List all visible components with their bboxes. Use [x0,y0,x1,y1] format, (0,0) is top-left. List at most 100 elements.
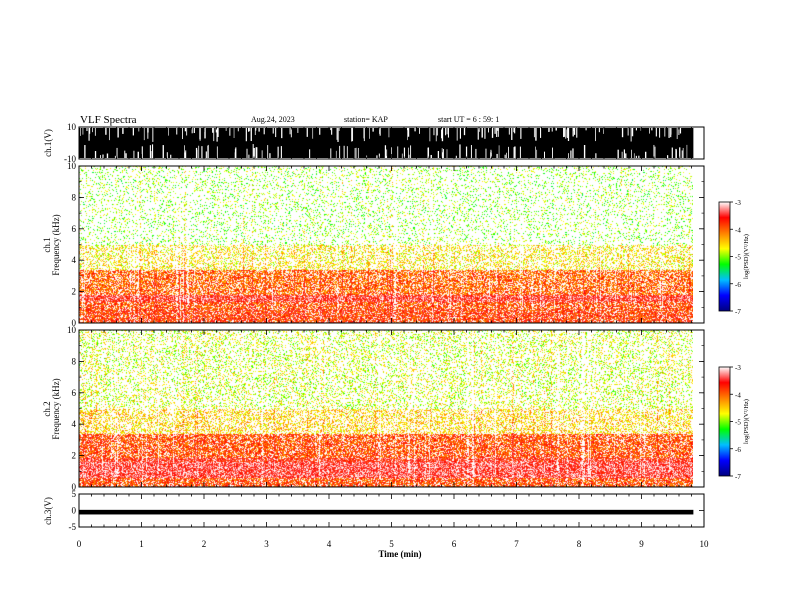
waveform-gap [213,128,215,142]
waveform-gap [408,147,409,158]
waveform-gap [407,128,409,131]
waveform-gap [668,128,670,138]
ch1-waveform-ylabel: ch.1(V) [43,129,53,157]
waveform-gap [255,128,257,131]
waveform-gap [447,128,449,138]
ch1-waveform-envelope [79,128,694,158]
colorbar-tick-label: -3 [735,199,741,207]
waveform-gap [442,149,444,158]
waveform-gap [519,146,521,158]
waveform-gap [427,147,430,158]
waveform-gap [237,128,239,132]
waveform-gap [94,151,97,158]
waveform-gap [290,128,292,138]
waveform-gap [623,149,626,158]
waveform-gap [105,128,107,135]
waveform-gap [682,147,684,158]
waveform-gap [520,128,522,139]
waveform-gap [245,128,247,142]
x-tick-label: 9 [639,539,644,549]
waveform-gap [533,128,535,138]
waveform-gap [100,155,101,158]
waveform-gap [408,154,410,158]
ch2-spectrogram-ylabel-line2: Frequency (kHz) [51,378,61,439]
colorbar-tick-label: -7 [735,308,741,316]
x-axis-label: Time (min) [378,549,421,559]
ch1-waveform-gaps [80,128,688,158]
waveform-gap [491,128,494,138]
waveform-gap [631,128,634,137]
waveform-gap [369,128,370,139]
waveform-gap [555,128,557,131]
waveform-gap [114,155,116,158]
waveform-gap [184,152,186,158]
waveform-gap [659,128,661,138]
waveform-gap [430,154,432,158]
waveform-gap [548,128,549,132]
waveform-gap [275,128,277,138]
waveform-gap [117,128,119,138]
waveform-gap [419,128,420,134]
waveform-gap [225,128,227,131]
x-tick-label: 2 [202,539,207,549]
waveform-gap [630,128,632,142]
waveform-gap [433,128,435,136]
waveform-gap [506,152,507,158]
waveform-gap [216,146,218,158]
waveform-gap [625,153,627,158]
waveform-gap [184,145,185,158]
waveform-gap [456,128,458,141]
waveform-gap [631,149,632,158]
waveform-gap [319,128,321,135]
waveform-gap [535,146,536,158]
waveform-gap [407,128,410,137]
waveform-gap [567,128,570,141]
waveform-gap [435,128,437,142]
waveform-gap [671,147,673,158]
waveform-gap [229,128,231,136]
waveform-gap [678,128,680,135]
waveform-gap [401,153,403,158]
start-time-label: start UT = 6 : 59: 1 [438,115,499,124]
waveform-gap [640,128,642,131]
waveform-gap [92,128,93,133]
x-tick-label: 4 [327,539,332,549]
waveform-gap [185,150,187,158]
colorbar-tick-label: -5 [735,254,741,262]
waveform-gap [152,128,154,142]
waveform-gap [666,155,669,158]
waveform-gap [485,148,487,158]
waveform-gap [122,128,124,134]
waveform-gap [89,128,91,134]
waveform-gap [379,128,381,134]
waveform-gap [679,147,681,158]
waveform-gap [354,148,356,158]
waveform-gap [352,128,354,142]
waveform-gap [182,128,183,140]
x-tick-label: 10 [700,539,710,549]
waveform-gap [336,128,338,140]
waveform-gap [603,128,604,134]
waveform-gap [151,144,154,158]
waveform-gap [80,128,81,136]
waveform-gap [445,128,447,136]
waveform-gap [289,128,291,135]
waveform-gap [621,151,623,158]
waveform-gap [143,128,145,141]
waveform-gap [343,145,345,158]
waveform-gap [150,151,152,158]
waveform-gap [397,146,399,158]
waveform-gap [479,128,481,132]
waveform-gap [508,128,510,135]
ch1-spectrogram-ylabel-line2: Frequency (kHz) [51,214,61,275]
waveform-gap [280,146,282,158]
waveform-gap [437,150,440,158]
waveform-gap [201,146,203,158]
waveform-gap [595,128,596,142]
x-axis-tick-labels: 0 1 2 3 4 5 6 7 8 9 10 [77,539,709,549]
y-tick-label: 0 [72,506,77,516]
y-tick-label: 10 [67,325,77,335]
waveform-gap [256,147,258,158]
waveform-gap [338,128,340,131]
